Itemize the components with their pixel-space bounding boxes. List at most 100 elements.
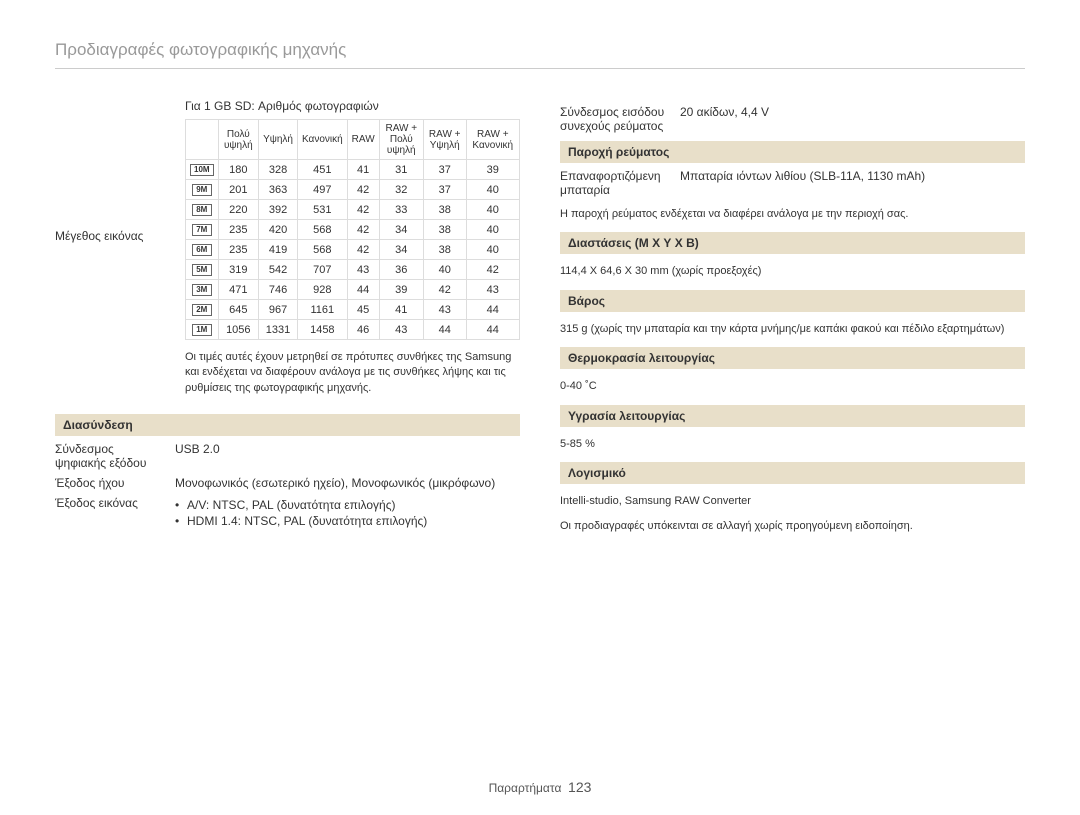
table-cell: 43 bbox=[347, 260, 379, 280]
table-header: RAW + Υψηλή bbox=[423, 120, 466, 160]
table-cell: 1056 bbox=[218, 320, 259, 340]
table-row: 8M22039253142333840 bbox=[186, 200, 520, 220]
dim-value: 114,4 X 64,6 X 30 mm (χωρίς προεξοχές) bbox=[560, 264, 1025, 279]
table-cell: 40 bbox=[466, 220, 519, 240]
table-cell: 44 bbox=[423, 320, 466, 340]
table-cell: 42 bbox=[347, 240, 379, 260]
table-row: 7M23542056842343840 bbox=[186, 220, 520, 240]
size-icon: 10M bbox=[190, 164, 214, 176]
left-column: Μέγεθος εικόνας Για 1 GB SD: Αριθμός φωτ… bbox=[55, 99, 520, 545]
table-cell: 44 bbox=[466, 320, 519, 340]
table-header: Υψηλή bbox=[259, 120, 298, 160]
table-row: 6M23541956842343840 bbox=[186, 240, 520, 260]
size-icon: 6M bbox=[192, 244, 212, 256]
table-cell: 235 bbox=[218, 220, 259, 240]
table-cell: 37 bbox=[423, 160, 466, 180]
table-header: RAW bbox=[347, 120, 379, 160]
table-body: 10M180328451413137399M201363497423237408… bbox=[186, 160, 520, 340]
page-title: Προδιαγραφές φωτογραφικής μηχανής bbox=[55, 40, 1025, 60]
table-cell: 41 bbox=[379, 300, 423, 320]
table-cell: 707 bbox=[297, 260, 347, 280]
power-header: Παροχή ρεύματος bbox=[560, 141, 1025, 163]
table-cell: 43 bbox=[466, 280, 519, 300]
right-column: Σύνδεσμος εισόδου συνεχούς ρεύματος 20 α… bbox=[560, 99, 1025, 545]
audio-value: Μονοφωνικός (εσωτερικό ηχείο), Μονοφωνικ… bbox=[175, 476, 520, 490]
table-header: RAW + Πολύ υψηλή bbox=[379, 120, 423, 160]
interface-header: Διασύνδεση bbox=[55, 414, 520, 436]
table-cell: 451 bbox=[297, 160, 347, 180]
table-cell: 42 bbox=[347, 220, 379, 240]
table-cell: 42 bbox=[466, 260, 519, 280]
table-note: Οι τιμές αυτές έχουν μετρηθεί σε πρότυπε… bbox=[185, 350, 520, 396]
table-cell: 46 bbox=[347, 320, 379, 340]
table-cell: 419 bbox=[259, 240, 298, 260]
table-cell: 319 bbox=[218, 260, 259, 280]
dc-label: Σύνδεσμος εισόδου συνεχούς ρεύματος bbox=[560, 105, 680, 133]
power-note: Η παροχή ρεύματος ενδέχεται να διαφέρει … bbox=[560, 207, 1025, 222]
footer-page: 123 bbox=[568, 779, 591, 795]
disclaimer: Οι προδιαγραφές υπόκεινται σε αλλαγή χωρ… bbox=[560, 519, 1025, 534]
table-caption: Για 1 GB SD: Αριθμός φωτογραφιών bbox=[185, 99, 520, 113]
temp-header: Θερμοκρασία λειτουργίας bbox=[560, 347, 1025, 369]
table-cell: 1161 bbox=[297, 300, 347, 320]
size-icon: 7M bbox=[192, 224, 212, 236]
video-bullet: A/V: NTSC, PAL (δυνατότητα επιλογής) bbox=[175, 498, 520, 512]
temp-value: 0-40 ˚C bbox=[560, 379, 1025, 394]
video-bullets: A/V: NTSC, PAL (δυνατότητα επιλογής) HDM… bbox=[175, 498, 520, 528]
table-cell: 42 bbox=[347, 200, 379, 220]
table-cell: 40 bbox=[466, 180, 519, 200]
table-row: 3M47174692844394243 bbox=[186, 280, 520, 300]
size-icon: 8M bbox=[192, 204, 212, 216]
table-row: 1M10561331145846434444 bbox=[186, 320, 520, 340]
table-cell: 38 bbox=[423, 200, 466, 220]
title-rule bbox=[55, 68, 1025, 69]
table-cell: 44 bbox=[347, 280, 379, 300]
video-bullet: HDMI 1.4: NTSC, PAL (δυνατότητα επιλογής… bbox=[175, 514, 520, 528]
table-header-row: Πολύ υψηλήΥψηλήΚανονικήRAWRAW + Πολύ υψη… bbox=[186, 120, 520, 160]
table-cell: 420 bbox=[259, 220, 298, 240]
table-cell: 497 bbox=[297, 180, 347, 200]
table-cell: 31 bbox=[379, 160, 423, 180]
size-icon: 3M bbox=[192, 284, 212, 296]
table-cell: 40 bbox=[466, 240, 519, 260]
photo-count-table: Πολύ υψηλήΥψηλήΚανονικήRAWRAW + Πολύ υψη… bbox=[185, 119, 520, 340]
table-cell: 568 bbox=[297, 240, 347, 260]
table-cell: 928 bbox=[297, 280, 347, 300]
video-label: Έξοδος εικόνας bbox=[55, 496, 175, 510]
table-cell: 1458 bbox=[297, 320, 347, 340]
dim-header: Διαστάσεις (Μ X Υ X Β) bbox=[560, 232, 1025, 254]
table-header: RAW + Κανονική bbox=[466, 120, 519, 160]
table-cell: 568 bbox=[297, 220, 347, 240]
content-columns: Μέγεθος εικόνας Για 1 GB SD: Αριθμός φωτ… bbox=[55, 99, 1025, 545]
table-cell: 43 bbox=[379, 320, 423, 340]
table-cell: 41 bbox=[347, 160, 379, 180]
table-cell: 39 bbox=[466, 160, 519, 180]
table-cell: 180 bbox=[218, 160, 259, 180]
size-icon: 2M bbox=[192, 304, 212, 316]
table-cell: 542 bbox=[259, 260, 298, 280]
battery-label: Επαναφορτιζόμενη μπαταρία bbox=[560, 169, 680, 197]
table-row: 2M645967116145414344 bbox=[186, 300, 520, 320]
table-cell: 1331 bbox=[259, 320, 298, 340]
footer-label: Παραρτήματα bbox=[489, 781, 562, 795]
table-cell: 471 bbox=[218, 280, 259, 300]
size-icon: 5M bbox=[192, 264, 212, 276]
dc-value: 20 ακίδων, 4,4 V bbox=[680, 105, 1025, 119]
table-cell: 363 bbox=[259, 180, 298, 200]
table-cell: 37 bbox=[423, 180, 466, 200]
soft-value: Intelli-studio, Samsung RAW Converter bbox=[560, 494, 1025, 509]
weight-value: 315 g (χωρίς την μπαταρία και την κάρτα … bbox=[560, 322, 1025, 337]
table-cell: 33 bbox=[379, 200, 423, 220]
table-cell: 44 bbox=[466, 300, 519, 320]
table-cell: 235 bbox=[218, 240, 259, 260]
weight-header: Βάρος bbox=[560, 290, 1025, 312]
battery-value: Μπαταρία ιόντων λιθίου (SLB-11A, 1130 mA… bbox=[680, 169, 1025, 183]
table-cell: 392 bbox=[259, 200, 298, 220]
table-cell: 40 bbox=[466, 200, 519, 220]
usb-label: Σύνδεσμος ψηφιακής εξόδου bbox=[55, 442, 175, 470]
table-row: 9M20136349742323740 bbox=[186, 180, 520, 200]
table-cell: 201 bbox=[218, 180, 259, 200]
table-cell: 39 bbox=[379, 280, 423, 300]
table-cell: 42 bbox=[347, 180, 379, 200]
soft-header: Λογισμικό bbox=[560, 462, 1025, 484]
